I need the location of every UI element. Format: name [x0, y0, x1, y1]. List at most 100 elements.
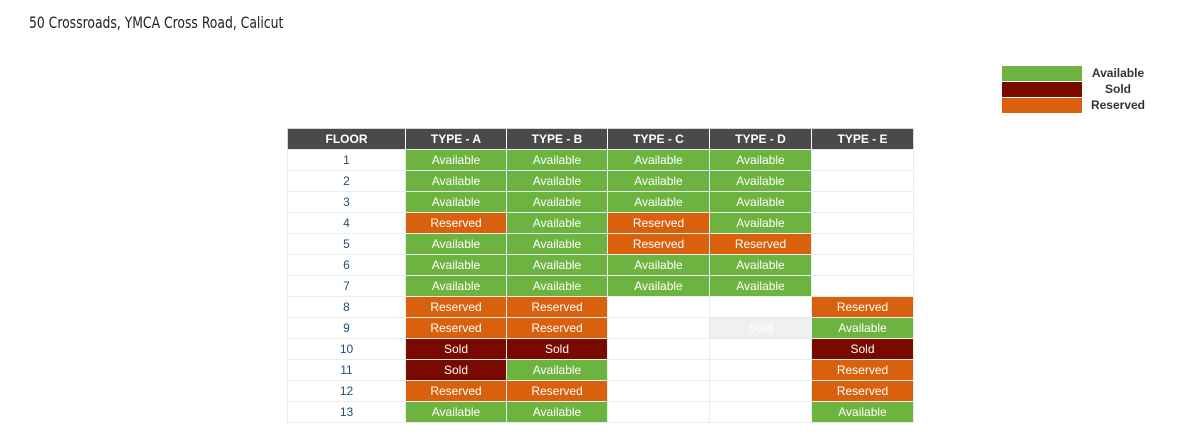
empty-cell	[709, 338, 812, 360]
status-cell-sold: Sold	[405, 338, 507, 360]
status-cell-available: Available	[506, 191, 608, 213]
table-row: 9 Reserved Reserved Sold Available	[287, 317, 914, 339]
legend-item-sold: Sold	[1002, 81, 1154, 97]
legend-swatch-sold	[1002, 81, 1082, 97]
legend-label: Sold	[1105, 82, 1131, 96]
status-cell-available: Available	[506, 170, 608, 192]
empty-cell	[811, 170, 914, 192]
status-cell-reserved: Reserved	[607, 233, 710, 255]
availability-table: FLOOR TYPE - A TYPE - B TYPE - C TYPE - D TYP…	[287, 128, 914, 423]
status-cell-available: Available	[506, 254, 608, 276]
empty-cell	[811, 149, 914, 171]
legend: Available Sold Reserved	[1002, 65, 1154, 113]
status-cell-available: Available	[405, 401, 507, 423]
status-cell-available: Available	[405, 149, 507, 171]
status-cell-sold-faded: Sold	[709, 317, 812, 339]
status-cell-reserved: Reserved	[607, 212, 710, 234]
floor-cell: 9	[287, 317, 406, 339]
empty-cell	[607, 401, 710, 423]
status-cell-reserved: Reserved	[405, 296, 507, 318]
legend-item-reserved: Reserved	[1002, 97, 1154, 113]
status-cell-available: Available	[607, 191, 710, 213]
status-cell-available: Available	[405, 170, 507, 192]
status-cell-available: Available	[607, 254, 710, 276]
empty-cell	[811, 233, 914, 255]
table-row: 1 Available Available Available Available	[287, 149, 914, 171]
empty-cell	[709, 401, 812, 423]
status-cell-available: Available	[811, 401, 914, 423]
table-header-row: FLOOR TYPE - A TYPE - B TYPE - C TYPE - D TYP…	[287, 128, 914, 150]
table-row: 4 Reserved Available Reserved Available	[287, 212, 914, 234]
table-row: 6 Available Available Available Available	[287, 254, 914, 276]
status-cell-available: Available	[405, 254, 507, 276]
status-cell-available: Available	[405, 275, 507, 297]
status-cell-available: Available	[405, 191, 507, 213]
status-cell-reserved: Reserved	[506, 380, 608, 402]
status-cell-reserved: Reserved	[405, 380, 507, 402]
column-header-type-c: TYPE - C	[607, 128, 710, 150]
status-cell-available: Available	[607, 275, 710, 297]
empty-cell	[709, 359, 812, 381]
floor-cell: 1	[287, 149, 406, 171]
status-cell-available: Available	[506, 275, 608, 297]
floor-cell: 3	[287, 191, 406, 213]
status-cell-available: Available	[709, 254, 812, 276]
empty-cell	[607, 338, 710, 360]
column-header-type-a: TYPE - A	[405, 128, 507, 150]
column-header-floor: FLOOR	[287, 128, 406, 150]
empty-cell	[607, 317, 710, 339]
status-cell-reserved: Reserved	[811, 359, 914, 381]
status-cell-available: Available	[709, 149, 812, 171]
status-cell-available: Available	[607, 149, 710, 171]
legend-label: Available	[1091, 66, 1145, 80]
status-cell-available: Available	[506, 149, 608, 171]
floor-cell: 8	[287, 296, 406, 318]
floor-cell: 7	[287, 275, 406, 297]
legend-item-available: Available	[1002, 65, 1154, 81]
table-row: 10 Sold Sold Sold	[287, 338, 914, 360]
table-body: 1 Available Available Available Available 2 Av…	[287, 149, 914, 423]
floor-cell: 11	[287, 359, 406, 381]
status-cell-sold: Sold	[506, 338, 608, 360]
empty-cell	[607, 296, 710, 318]
empty-cell	[607, 380, 710, 402]
status-cell-reserved: Reserved	[405, 317, 507, 339]
column-header-type-e: TYPE - E	[811, 128, 914, 150]
empty-cell	[607, 359, 710, 381]
status-cell-available: Available	[709, 191, 812, 213]
table-row: 11 Sold Available Reserved	[287, 359, 914, 381]
table-row: 13 Available Available Available	[287, 401, 914, 423]
status-cell-reserved: Reserved	[709, 233, 812, 255]
status-cell-sold: Sold	[811, 338, 914, 360]
status-cell-available: Available	[506, 401, 608, 423]
status-cell-reserved: Reserved	[506, 317, 608, 339]
floor-cell: 6	[287, 254, 406, 276]
floor-cell: 2	[287, 170, 406, 192]
table-row: 7 Available Available Available Available	[287, 275, 914, 297]
empty-cell	[811, 191, 914, 213]
table-row: 12 Reserved Reserved Reserved	[287, 380, 914, 402]
status-cell-available: Available	[709, 170, 812, 192]
empty-cell	[709, 380, 812, 402]
floor-cell: 5	[287, 233, 406, 255]
status-cell-available: Available	[607, 170, 710, 192]
legend-swatch-reserved	[1002, 97, 1082, 113]
empty-cell	[709, 296, 812, 318]
status-cell-available: Available	[709, 275, 812, 297]
floor-cell: 13	[287, 401, 406, 423]
status-cell-reserved: Reserved	[811, 296, 914, 318]
legend-label: Reserved	[1090, 98, 1146, 112]
status-cell-available: Available	[506, 359, 608, 381]
status-cell-available: Available	[709, 212, 812, 234]
floor-cell: 10	[287, 338, 406, 360]
status-cell-available: Available	[506, 212, 608, 234]
status-cell-available: Available	[405, 233, 507, 255]
column-header-type-b: TYPE - B	[506, 128, 608, 150]
legend-swatch-available	[1002, 65, 1082, 81]
table-row: 8 Reserved Reserved Reserved	[287, 296, 914, 318]
status-cell-available: Available	[506, 233, 608, 255]
page-title: 50 Crossroads, YMCA Cross Road, Calicut	[29, 13, 284, 32]
floor-cell: 12	[287, 380, 406, 402]
status-cell-reserved: Reserved	[811, 380, 914, 402]
status-cell-available: Available	[811, 317, 914, 339]
